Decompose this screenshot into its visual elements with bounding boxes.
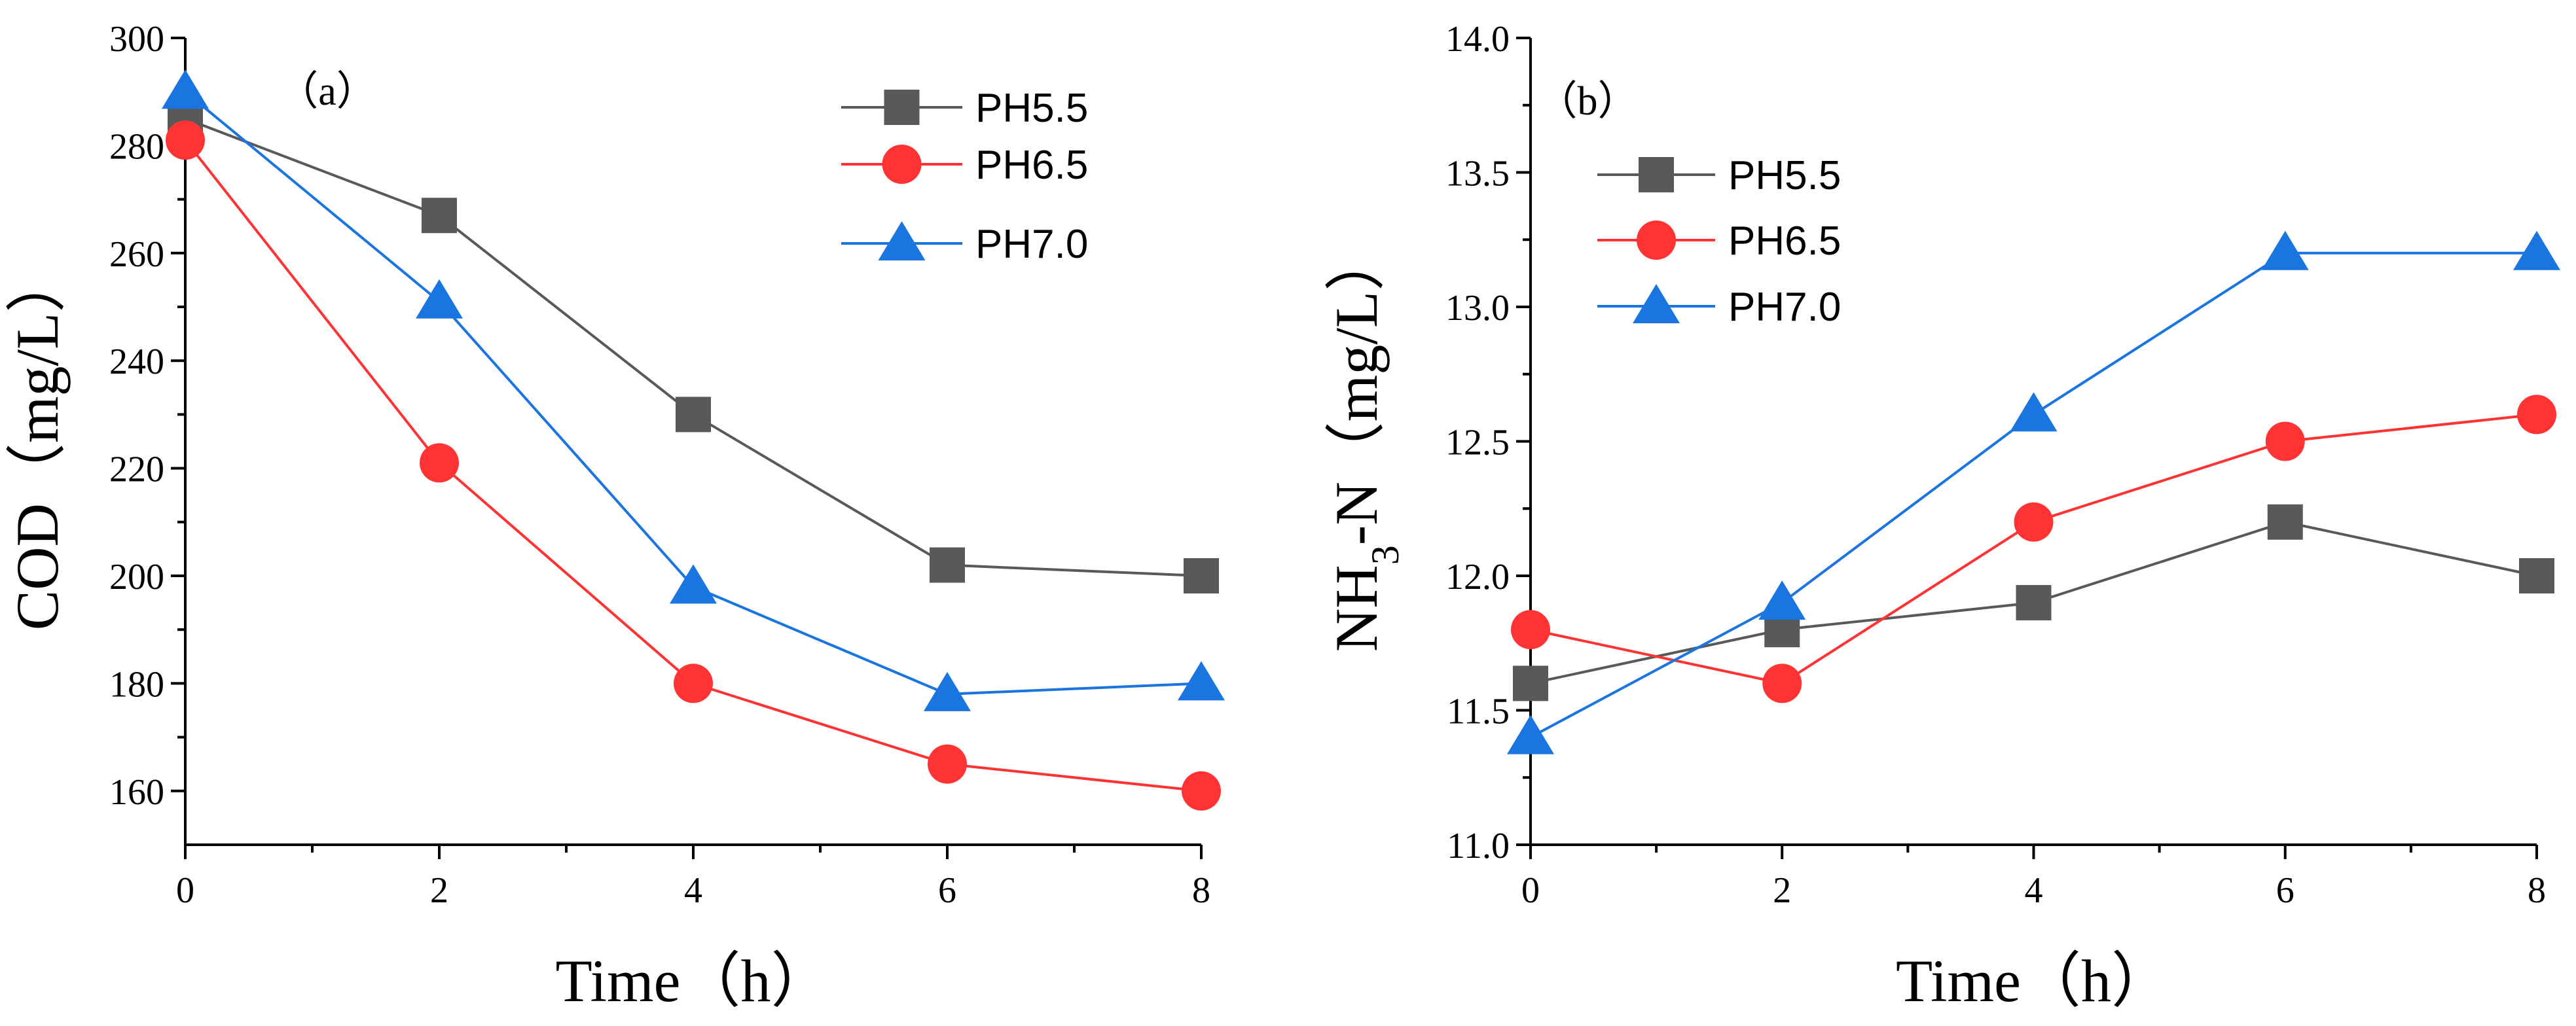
y-tick-label: 11.0 xyxy=(1447,826,1510,866)
x-axis-title: Time（h） xyxy=(556,947,831,1014)
y-axis-title-subscript: 3 xyxy=(1364,545,1407,565)
y-tick-label: 280 xyxy=(109,126,164,167)
x-tick-label: 6 xyxy=(2276,870,2295,911)
chart-panel-b: 0 2 4 6 8 11.0 11.5 12.0 12.5 13.0 13.5 14.0 Time（h）… xyxy=(1323,19,2560,1014)
data-point-circle xyxy=(928,744,967,784)
legend-label: PH7.0 xyxy=(975,222,1088,267)
data-point-triangle xyxy=(2010,392,2058,432)
legend-marker-square xyxy=(1639,157,1674,192)
data-point-square xyxy=(1513,665,1548,701)
series-ph6-5 xyxy=(166,120,1221,811)
data-point-square xyxy=(1184,558,1219,593)
x-tick-label: 8 xyxy=(2528,870,2546,911)
legend-label: PH5.5 xyxy=(975,86,1088,131)
series-line xyxy=(1530,251,2537,739)
y-axis-title: COD（mg/L） xyxy=(4,253,71,631)
legend: PH5.5 PH6.5 PH7.0 xyxy=(841,86,1088,267)
y-axis-title: NH3-N（mg/L） xyxy=(1323,231,1407,652)
data-point-circle xyxy=(166,120,205,160)
legend-marker-triangle xyxy=(878,221,926,260)
panel-label: （a） xyxy=(278,69,377,114)
y-tick-label: 14.0 xyxy=(1445,19,1510,60)
y-axis-title-suffix: -N（mg/L） xyxy=(1323,231,1390,545)
data-point-square xyxy=(2519,558,2554,593)
data-point-triangle xyxy=(162,69,209,109)
y-tick-label: 11.5 xyxy=(1447,692,1510,732)
chart-panel-a: 0 2 4 6 8 160 180 200 220 240 260 280 300 Time（h） COD（… xyxy=(4,19,1225,1014)
y-axis-title-prefix: NH xyxy=(1323,565,1390,652)
legend-marker-square xyxy=(884,90,920,125)
series-line xyxy=(1530,413,2537,685)
legend-marker-triangle xyxy=(1633,284,1680,323)
x-tick-label: 2 xyxy=(430,870,448,911)
x-tick-label: 2 xyxy=(1773,870,1791,911)
data-point-circle xyxy=(674,663,713,703)
legend-label: PH6.5 xyxy=(975,143,1088,188)
data-point-triangle xyxy=(2513,230,2560,270)
legend-marker-circle xyxy=(1637,221,1676,260)
data-point-triangle xyxy=(2261,230,2309,270)
x-tick-label: 0 xyxy=(1521,870,1540,911)
y-tick-label: 300 xyxy=(109,19,164,60)
legend: PH5.5 PH6.5 PH7.0 xyxy=(1597,153,1841,330)
data-point-square xyxy=(2267,504,2303,540)
data-point-circle xyxy=(420,443,459,483)
y-tick-label: 160 xyxy=(109,772,164,813)
panel-label: （b） xyxy=(1536,79,1638,124)
y-tick-label: 12.5 xyxy=(1445,423,1510,463)
y-tick-label: 240 xyxy=(109,342,164,382)
series-ph7-0 xyxy=(1507,230,2560,754)
legend-label: PH5.5 xyxy=(1728,153,1841,198)
x-tick-label: 0 xyxy=(176,870,194,911)
data-point-triangle xyxy=(1178,661,1225,701)
y-tick-label: 220 xyxy=(109,450,164,490)
legend-label: PH6.5 xyxy=(1728,219,1841,264)
data-point-circle xyxy=(2014,502,2054,542)
x-tick-label: 4 xyxy=(684,870,702,911)
data-point-triangle xyxy=(924,671,971,711)
data-point-circle xyxy=(2265,421,2305,461)
data-point-square xyxy=(2016,585,2052,621)
data-point-triangle xyxy=(1758,580,1806,620)
x-tick-label: 4 xyxy=(2025,870,2043,911)
x-tick-label: 8 xyxy=(1192,870,1210,911)
data-point-circle xyxy=(2517,395,2556,434)
y-tick-label: 13.0 xyxy=(1445,288,1510,328)
legend-marker-circle xyxy=(882,145,922,184)
data-point-circle xyxy=(1511,610,1550,650)
data-point-triangle xyxy=(416,279,463,319)
data-point-square xyxy=(422,198,457,234)
legend-label: PH7.0 xyxy=(1728,285,1841,330)
data-point-square xyxy=(676,397,711,433)
data-point-square xyxy=(930,547,965,583)
y-tick-label: 260 xyxy=(109,234,164,275)
x-tick-label: 6 xyxy=(938,870,956,911)
y-tick-label: 180 xyxy=(109,664,164,705)
series-ph6-5 xyxy=(1511,395,2556,703)
data-point-circle xyxy=(1762,663,1802,703)
x-axis-title: Time（h） xyxy=(1896,947,2171,1014)
y-tick-label: 13.5 xyxy=(1445,154,1510,194)
data-point-circle xyxy=(1182,771,1221,811)
data-point-triangle xyxy=(670,564,717,604)
y-tick-label: 12.0 xyxy=(1445,557,1510,597)
data-point-triangle xyxy=(1507,715,1554,754)
series-ph7-0 xyxy=(162,69,1225,711)
y-tick-label: 200 xyxy=(109,557,164,597)
